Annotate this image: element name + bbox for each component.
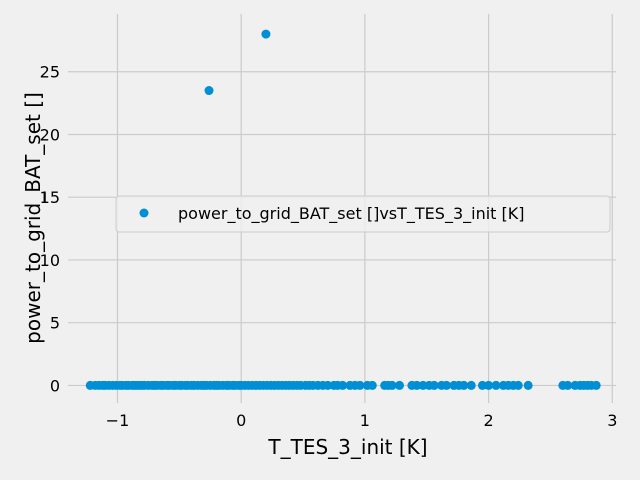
data-point	[491, 380, 501, 390]
data-point	[466, 380, 476, 390]
legend-marker	[139, 208, 149, 218]
data-point	[367, 380, 377, 390]
x-tick-label: −1	[106, 411, 130, 430]
data-point	[459, 380, 469, 390]
x-tick-label: 1	[360, 411, 370, 430]
data-point	[513, 380, 523, 390]
data-point	[395, 380, 405, 390]
data-point	[442, 380, 452, 390]
data-point	[338, 380, 348, 390]
data-point	[477, 380, 487, 390]
data-point	[204, 86, 214, 96]
data-point	[323, 380, 333, 390]
legend: power_to_grid_BAT_set []vsT_TES_3_init […	[115, 195, 611, 233]
x-tick-label: 0	[236, 411, 246, 430]
y-tick-label: 15	[40, 188, 60, 207]
data-point	[523, 380, 533, 390]
y-tick-labels: 0 5 10 15 20 25	[40, 63, 60, 396]
data-point	[429, 380, 439, 390]
legend-box	[115, 195, 611, 233]
data-point	[387, 380, 397, 390]
data-point	[418, 380, 428, 390]
y-tick-label: 10	[40, 251, 60, 270]
data-point	[261, 29, 271, 39]
y-tick-label: 20	[40, 125, 60, 144]
data-point	[563, 380, 573, 390]
data-point	[355, 380, 365, 390]
data-point	[591, 380, 601, 390]
data-point	[484, 380, 494, 390]
x-axis-label: T_TES_3_init [K]	[267, 435, 427, 459]
x-tick-labels: −1 0 1 2 3	[106, 411, 618, 430]
y-tick-label: 0	[50, 376, 60, 395]
legend-label: power_to_grid_BAT_set []vsT_TES_3_init […	[178, 204, 525, 224]
scatter-points	[85, 29, 601, 390]
y-tick-label: 25	[40, 63, 60, 82]
data-point	[412, 380, 422, 390]
y-axis-label: power_to_grid_BAT_set []	[21, 92, 45, 344]
x-tick-label: 2	[483, 411, 493, 430]
x-tick-label: 3	[607, 411, 617, 430]
y-tick-label: 5	[50, 314, 60, 333]
